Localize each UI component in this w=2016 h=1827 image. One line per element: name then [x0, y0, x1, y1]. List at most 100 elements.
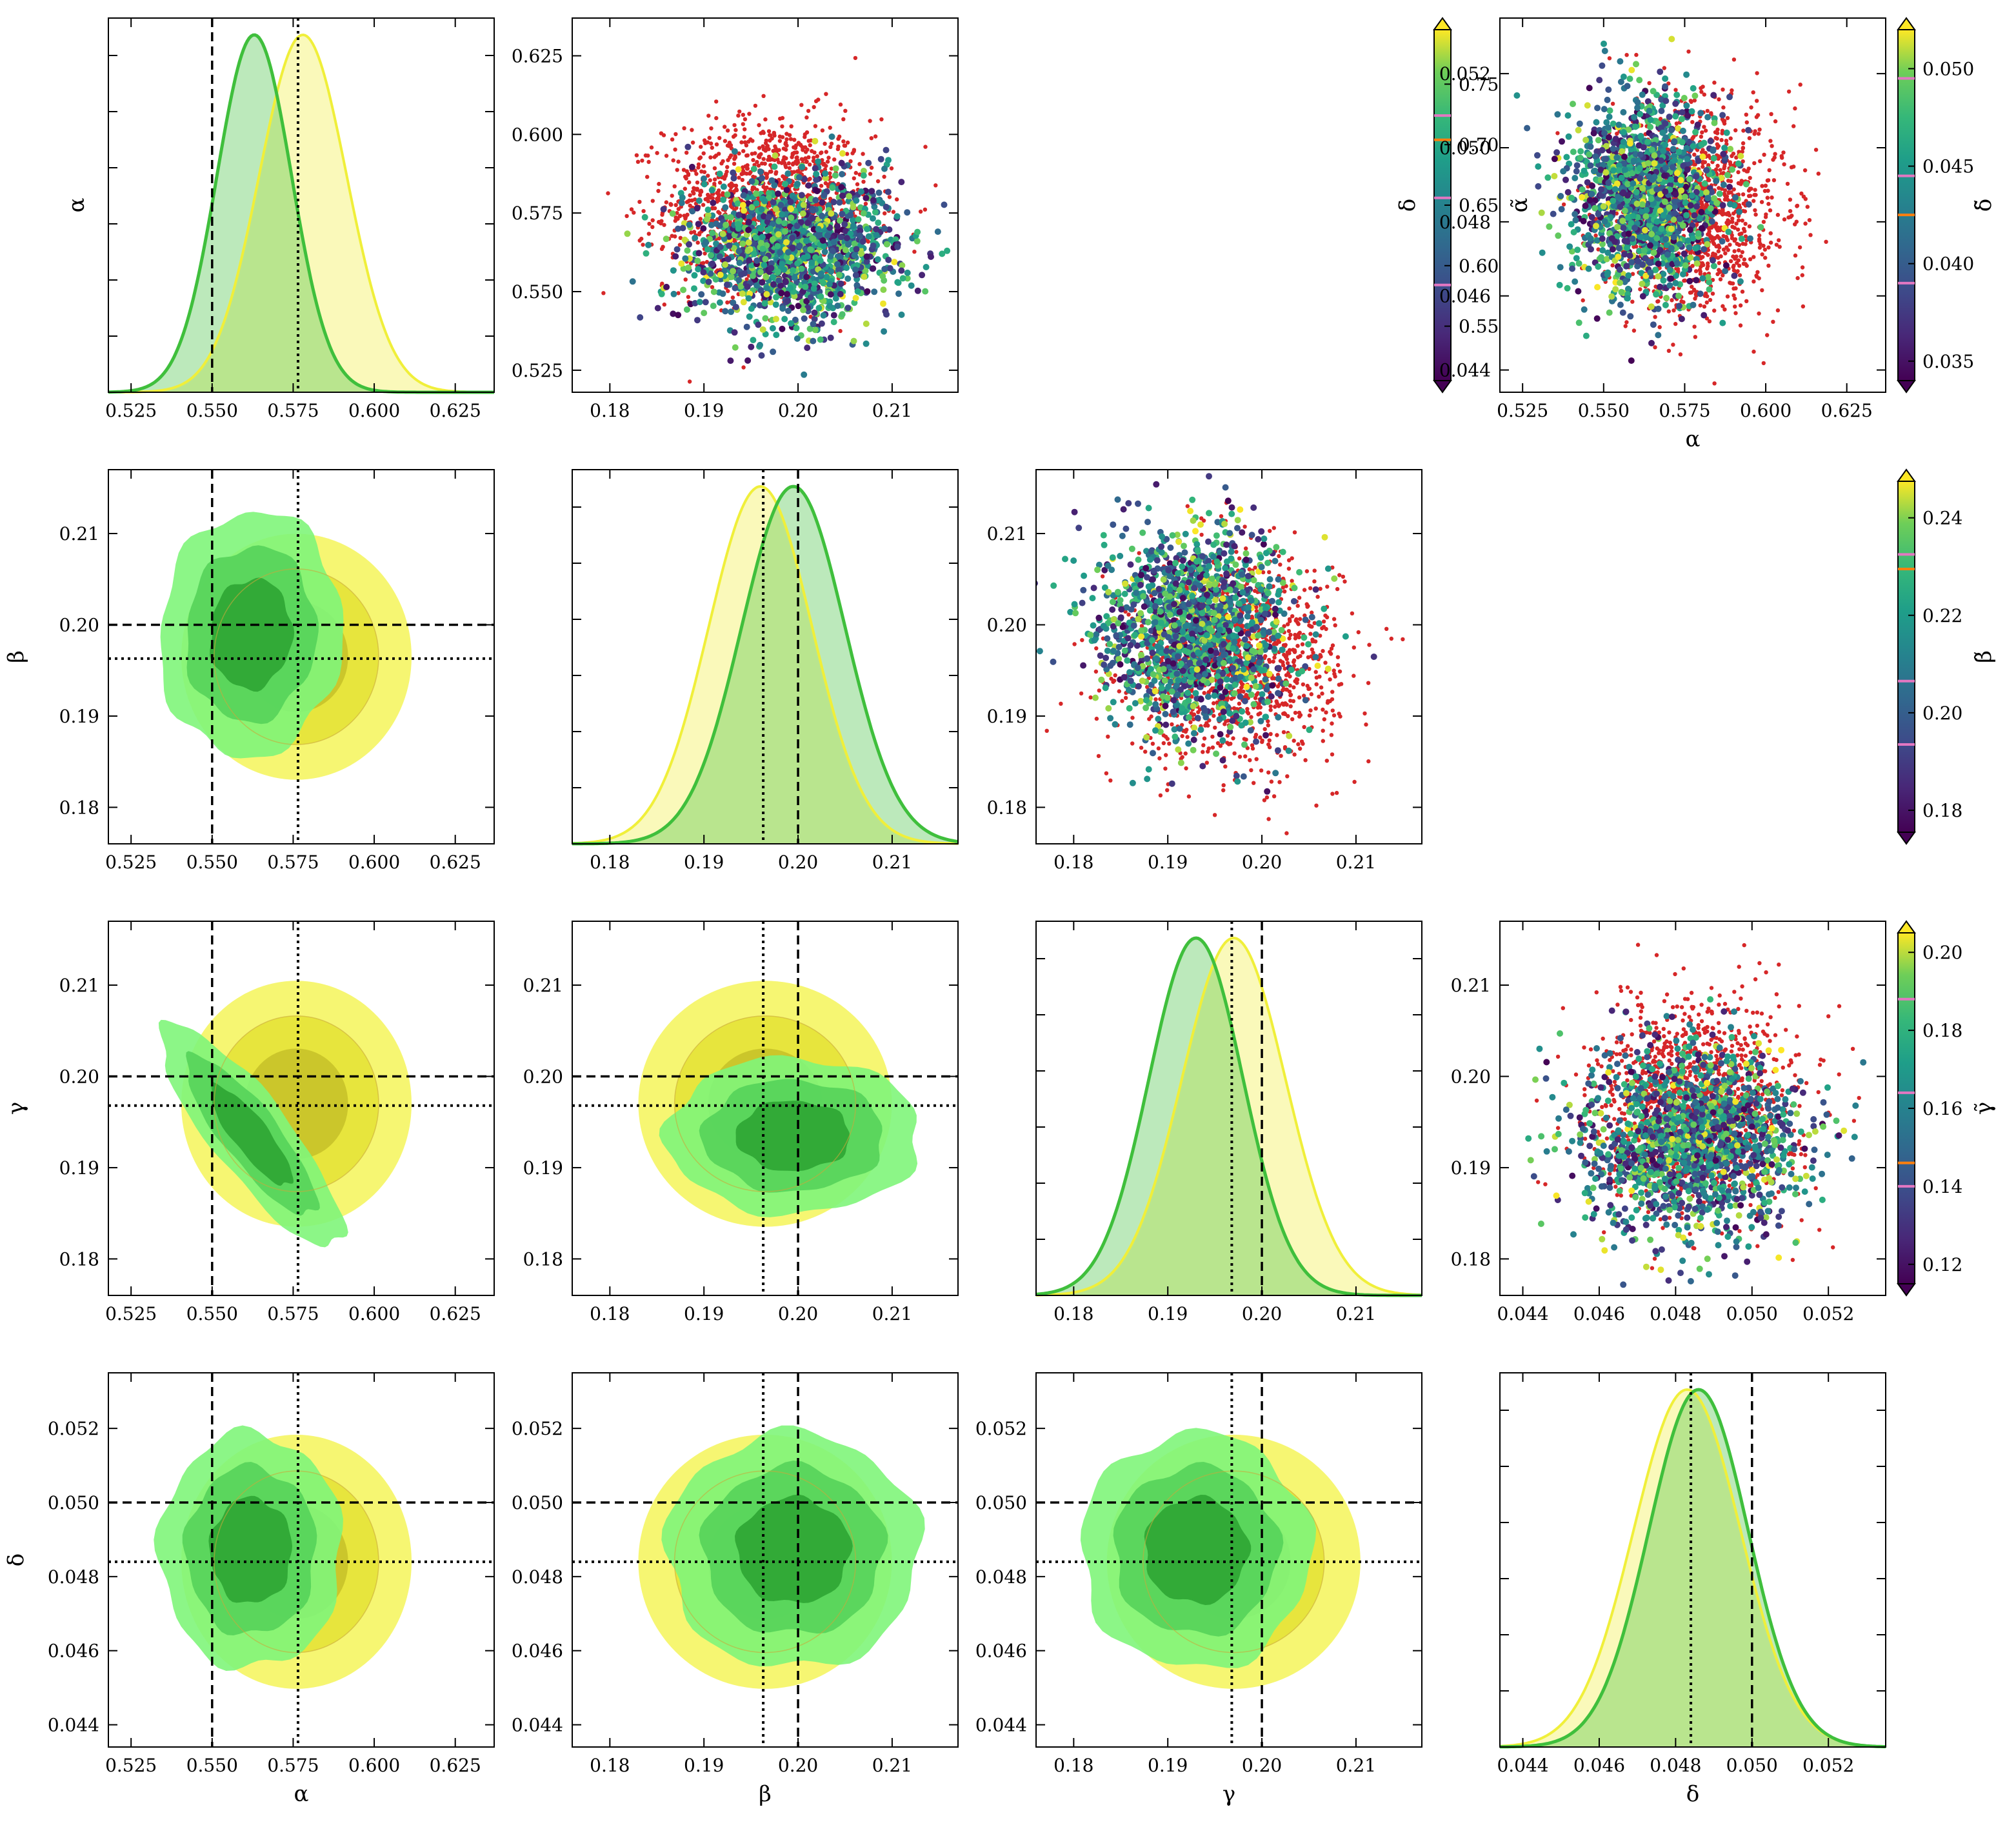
- posterior-sample-point: [870, 215, 876, 222]
- reference-sample-point: [1332, 672, 1337, 676]
- posterior-sample-point: [746, 313, 753, 320]
- reference-sample-point: [832, 157, 837, 162]
- posterior-sample-point: [872, 208, 879, 215]
- reference-sample-point: [1312, 621, 1317, 625]
- posterior-sample-point: [807, 294, 814, 301]
- y-tick-label: 0.048: [512, 1566, 563, 1588]
- x-tick-label: 0.21: [1336, 1303, 1376, 1324]
- posterior-sample-point: [839, 210, 846, 217]
- reference-sample-point: [1272, 642, 1277, 646]
- reference-sample-point: [772, 131, 777, 135]
- posterior-sample-point: [803, 274, 810, 281]
- reference-sample-point: [720, 193, 725, 197]
- green-contour-level-3: [210, 577, 295, 692]
- reference-sample-point: [1335, 663, 1341, 668]
- posterior-sample-point: [740, 299, 747, 306]
- reference-sample-point: [1389, 636, 1393, 641]
- posterior-sample-point: [757, 225, 764, 232]
- reference-sample-point: [682, 126, 686, 130]
- reference-sample-point: [1366, 759, 1371, 764]
- reference-sample-point: [1330, 643, 1335, 648]
- x-tick-label: 0.20: [778, 1755, 818, 1776]
- posterior-sample-point: [700, 225, 707, 232]
- posterior-sample-point: [853, 282, 861, 289]
- reference-sample-point: [1221, 783, 1226, 788]
- reference-sample-point: [1290, 717, 1295, 722]
- reference-sample-point: [698, 193, 703, 197]
- yellow-contour-outline: [674, 1015, 857, 1192]
- reference-sample-point: [1335, 655, 1341, 659]
- y-tick-label: 0.21: [523, 975, 563, 996]
- posterior-sample-point: [827, 334, 834, 341]
- reference-sample-point: [645, 175, 650, 179]
- green-contour-level-3: [1144, 1495, 1252, 1605]
- reference-sample-point: [1163, 766, 1168, 771]
- posterior-sample-point: [1315, 620, 1322, 627]
- reference-sample-point: [751, 157, 755, 163]
- posterior-sample-point: [898, 179, 905, 186]
- reference-sample-point: [701, 261, 706, 265]
- posterior-sample-point: [883, 203, 890, 210]
- posterior-sample-point: [836, 217, 843, 224]
- posterior-sample-point: [798, 265, 805, 272]
- reference-sample-point: [717, 180, 723, 185]
- posterior-sample-point: [761, 261, 768, 268]
- posterior-sample-point: [844, 275, 852, 282]
- reference-sample-point: [1266, 817, 1271, 821]
- reference-sample-point: [1279, 754, 1283, 758]
- reference-sample-point: [687, 379, 692, 384]
- posterior-sample-point: [757, 286, 764, 294]
- posterior-sample-point: [1214, 519, 1221, 526]
- posterior-sample-point: [744, 283, 751, 290]
- reference-sample-point: [759, 131, 763, 135]
- posterior-sample-point: [705, 278, 712, 285]
- posterior-sample-point: [821, 192, 828, 199]
- posterior-sample-point: [775, 217, 783, 225]
- posterior-sample-point: [793, 324, 800, 332]
- y-axis-label-delta: δ: [3, 1553, 29, 1566]
- posterior-sample-point: [834, 228, 841, 235]
- posterior-sample-point: [772, 206, 779, 212]
- reference-sample-point: [689, 230, 694, 235]
- reference-sample-point: [923, 207, 928, 212]
- reference-sample-point: [784, 143, 789, 148]
- posterior-sample-point: [864, 288, 871, 295]
- reference-sample-point: [1252, 781, 1256, 785]
- posterior-sample-point: [1268, 693, 1275, 700]
- x-tick-label: 0.550: [186, 852, 238, 873]
- reference-sample-point: [825, 159, 830, 164]
- reference-sample-point: [712, 177, 717, 182]
- reference-sample-point: [1191, 717, 1196, 722]
- posterior-sample-point: [781, 266, 788, 273]
- reference-sample-point: [646, 232, 651, 236]
- reference-sample-point: [1183, 751, 1188, 756]
- reference-sample-point: [1106, 734, 1110, 739]
- reference-sample-point: [1330, 721, 1334, 726]
- x-tick-label: 0.625: [430, 852, 481, 873]
- reference-sample-point: [1299, 739, 1304, 744]
- reference-sample-point: [1356, 630, 1361, 635]
- posterior-sample-point: [839, 311, 846, 318]
- posterior-sample-point: [1162, 710, 1169, 717]
- reference-sample-point: [757, 146, 762, 150]
- posterior-sample-point: [944, 247, 951, 254]
- reference-sample-point: [1130, 741, 1135, 746]
- posterior-sample-point: [761, 213, 767, 220]
- reference-sample-point: [664, 154, 669, 158]
- reference-sample-point: [1302, 613, 1307, 618]
- y-tick-label: 0.048: [48, 1566, 99, 1588]
- posterior-sample-point: [707, 270, 714, 277]
- posterior-sample-point: [934, 228, 941, 235]
- posterior-sample-point: [686, 221, 693, 228]
- reference-sample-point: [1219, 514, 1224, 519]
- posterior-sample-point: [852, 266, 859, 273]
- reference-sample-point: [1278, 563, 1282, 567]
- reference-sample-point: [1318, 586, 1322, 591]
- reference-sample-point: [1277, 703, 1282, 708]
- reference-sample-point: [1330, 792, 1335, 796]
- x-tick-label: 0.18: [590, 400, 630, 421]
- posterior-sample-point: [695, 266, 702, 273]
- reference-sample-point: [729, 185, 734, 190]
- posterior-sample-point: [701, 175, 707, 182]
- reference-sample-point: [912, 250, 917, 254]
